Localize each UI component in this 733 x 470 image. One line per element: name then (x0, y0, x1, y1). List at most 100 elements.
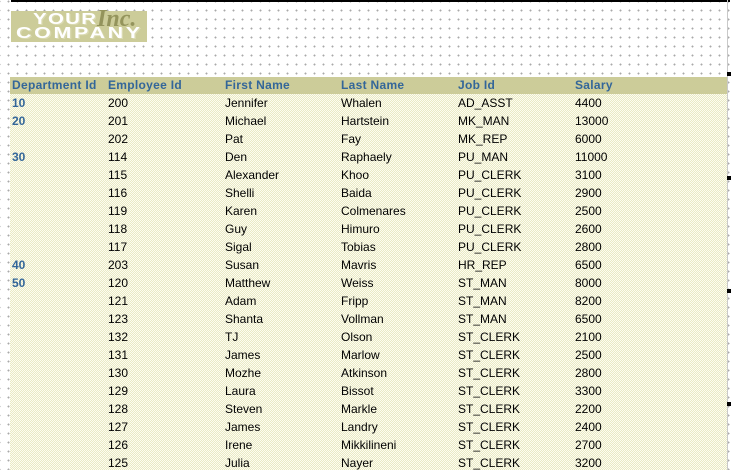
cell-first-name: Guy (225, 222, 248, 236)
cell-employee-id: 115 (108, 168, 128, 182)
table-row: 121 Adam Fripp ST_MAN 8200 (10, 292, 727, 310)
cell-last-name: Fripp (341, 294, 369, 308)
table-row: 119 Karen Colmenares PU_CLERK 2500 (10, 202, 727, 220)
cell-first-name: Sigal (225, 240, 252, 254)
cell-employee-id: 129 (108, 384, 129, 398)
cell-salary: 8000 (575, 276, 602, 290)
cell-department-id (12, 310, 108, 328)
table-row: 116 Shelli Baida PU_CLERK 2900 (10, 184, 727, 202)
cell-last-name: Bissot (341, 384, 374, 398)
cell-job-id: ST_CLERK (458, 384, 521, 398)
cell-job-id: ST_CLERK (458, 348, 521, 362)
cell-job-id: ST_MAN (458, 276, 507, 290)
cell-first-name: Mozhe (225, 366, 262, 380)
cell-last-name: Mavris (341, 258, 377, 272)
cell-job-id: ST_CLERK (458, 438, 521, 452)
cell-salary: 2500 (575, 204, 602, 218)
cell-first-name: Shelli (225, 186, 255, 200)
cell-salary: 2400 (575, 420, 602, 434)
cell-job-id: HR_REP (458, 258, 507, 272)
column-header-job-id: Job Id (458, 78, 496, 92)
cell-job-id: MK_REP (458, 132, 508, 146)
cell-employee-id: 131 (108, 348, 129, 362)
table-row: 126 Irene Mikkilineni ST_CLERK 2700 (10, 436, 727, 454)
cell-department-id (12, 292, 108, 310)
cell-first-name: Julia (225, 456, 250, 470)
cell-first-name: Irene (225, 438, 253, 452)
selection-handle[interactable] (727, 289, 731, 293)
cell-last-name: Markle (341, 402, 378, 416)
cell-first-name: Alexander (225, 168, 280, 182)
cell-department-id (12, 130, 108, 148)
column-header-salary: Salary (575, 78, 613, 92)
selection-handle[interactable] (727, 402, 731, 406)
cell-job-id: PU_CLERK (458, 222, 522, 236)
logo-text-line1: YOUR (33, 11, 98, 28)
cell-employee-id: 117 (108, 240, 128, 254)
cell-job-id: ST_CLERK (458, 366, 521, 380)
cell-salary: 2700 (575, 438, 602, 452)
cell-employee-id: 203 (108, 258, 129, 272)
cell-department-id: 20 (12, 114, 26, 128)
cell-employee-id: 132 (108, 330, 129, 344)
cell-job-id: ST_CLERK (458, 420, 521, 434)
cell-job-id: AD_ASST (458, 96, 513, 110)
table-row: 10 200 Jennifer Whalen AD_ASST 4400 (10, 94, 727, 112)
cell-salary: 6500 (575, 312, 602, 326)
cell-first-name: Adam (225, 294, 257, 308)
cell-last-name: Raphaely (341, 150, 392, 164)
cell-salary: 2200 (575, 402, 602, 416)
cell-job-id: PU_MAN (458, 150, 509, 164)
cell-employee-id: 123 (108, 312, 129, 326)
cell-first-name: Den (225, 150, 248, 164)
cell-department-id (12, 382, 108, 400)
selection-handle[interactable] (727, 72, 731, 76)
cell-job-id: MK_MAN (458, 114, 510, 128)
cell-department-id (12, 328, 108, 346)
table-row: 128 Steven Markle ST_CLERK 2200 (10, 400, 727, 418)
cell-employee-id: 114 (108, 150, 128, 164)
logo-suffix-inc: Inc. (97, 6, 137, 32)
cell-department-id: 10 (12, 96, 26, 110)
cell-employee-id: 127 (108, 420, 129, 434)
cell-last-name: Tobias (341, 240, 376, 254)
cell-salary: 2600 (575, 222, 602, 236)
cell-last-name: Whalen (341, 96, 382, 110)
table-body: 10 200 Jennifer Whalen AD_ASST 4400 20 201 Micha… (10, 94, 727, 470)
cell-job-id: ST_MAN (458, 294, 507, 308)
cell-last-name: Landry (341, 420, 378, 434)
cell-last-name: Vollman (341, 312, 384, 326)
cell-salary: 2100 (575, 330, 602, 344)
cell-job-id: PU_CLERK (458, 240, 522, 254)
cell-department-id (12, 238, 108, 256)
cell-salary: 13000 (575, 114, 609, 128)
cell-job-id: PU_CLERK (458, 168, 522, 182)
cell-employee-id: 121 (108, 294, 129, 308)
cell-salary: 2800 (575, 366, 602, 380)
cell-first-name: Karen (225, 204, 258, 218)
cell-salary: 11000 (575, 150, 608, 164)
cell-last-name: Marlow (341, 348, 380, 362)
cell-department-id (12, 184, 108, 202)
cell-first-name: Shanta (225, 312, 264, 326)
cell-first-name: James (225, 420, 261, 434)
cell-employee-id: 130 (108, 366, 129, 380)
cell-last-name: Hartstein (341, 114, 390, 128)
table-row: 125 Julia Nayer ST_CLERK 3200 (10, 454, 727, 470)
company-logo: YOUR COMPANY Inc. (11, 6, 147, 42)
cell-salary: 3100 (575, 168, 602, 182)
cell-job-id: ST_CLERK (458, 456, 521, 470)
canvas-top-edge (11, 0, 730, 2)
cell-last-name: Fay (341, 132, 362, 146)
cell-department-id: 50 (12, 276, 26, 290)
table-row: 118 Guy Himuro PU_CLERK 2600 (10, 220, 727, 238)
cell-employee-id: 125 (108, 456, 129, 470)
table-row: 20 201 Michael Hartstein MK_MAN 13000 (10, 112, 727, 130)
cell-salary: 6500 (575, 258, 602, 272)
column-header-first-name: First Name (225, 78, 291, 92)
cell-first-name: Jennifer (225, 96, 268, 110)
cell-employee-id: 200 (108, 96, 129, 110)
table-row: 30 114 Den Raphaely PU_MAN 11000 (10, 148, 727, 166)
cell-employee-id: 116 (108, 186, 128, 200)
selection-handle[interactable] (727, 176, 731, 180)
